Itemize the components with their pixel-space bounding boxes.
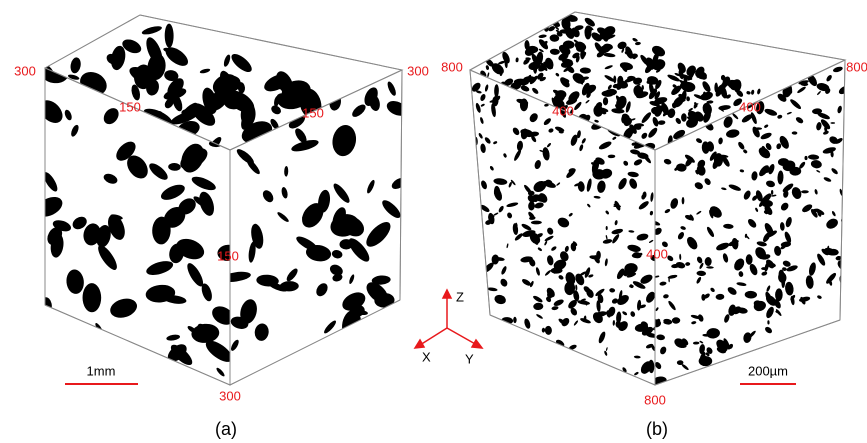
pore xyxy=(778,158,789,166)
axis-y: Y xyxy=(465,351,474,366)
pore xyxy=(681,113,687,122)
edge-label: 800 xyxy=(441,59,463,74)
edge-label: 400 xyxy=(646,246,668,261)
axes-triad xyxy=(415,290,482,348)
pore xyxy=(792,131,798,134)
axis-x: X xyxy=(422,349,431,364)
pore xyxy=(705,257,712,266)
edge-label: 400 xyxy=(739,99,761,114)
caption: (a) xyxy=(215,419,237,439)
edge-label: 150 xyxy=(217,248,239,263)
edge-label: 300 xyxy=(407,63,429,78)
edge-label: 300 xyxy=(14,63,36,78)
edge-label: 800 xyxy=(846,59,867,74)
edge-label: 150 xyxy=(119,99,141,114)
scale-label: 200µm xyxy=(748,363,788,378)
edge-label: 800 xyxy=(644,392,666,407)
pore xyxy=(82,283,101,312)
caption: (b) xyxy=(646,419,668,439)
edge-label: 300 xyxy=(219,388,241,403)
scale-label: 1mm xyxy=(87,363,116,378)
pore xyxy=(804,156,807,160)
pore xyxy=(659,382,663,392)
figure: Z X Y 300 300 150 150 150 300 1mm (a) 80… xyxy=(0,0,867,443)
pore xyxy=(789,167,801,176)
axis-z: Z xyxy=(456,289,464,304)
edge-label: 150 xyxy=(302,105,324,120)
edge-label: 400 xyxy=(552,103,574,118)
